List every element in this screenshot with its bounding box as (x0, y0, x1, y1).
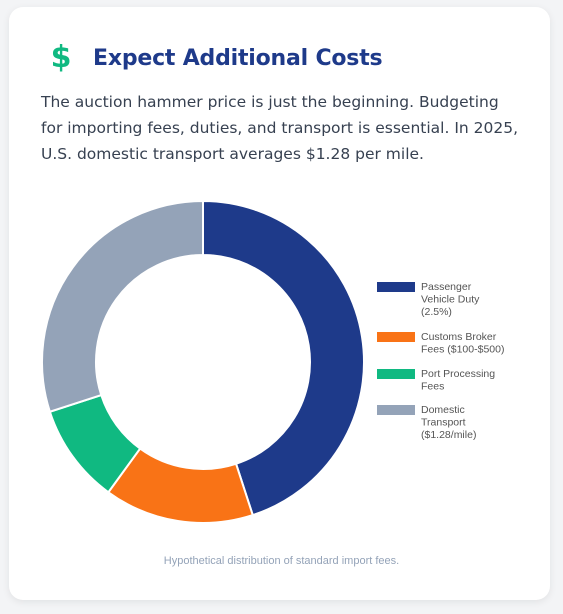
card-header: $ Expect Additional Costs (43, 40, 383, 76)
legend-label-0-0: Passenger (421, 281, 472, 293)
legend-swatch-3 (377, 405, 415, 415)
legend-label-0-2: (2.5%) (421, 306, 452, 318)
legend-label-1-0: Customs Broker (421, 331, 497, 343)
legend-label-1-1: Fees ($100-$500) (421, 344, 504, 356)
dollar-icon: $ (50, 40, 72, 75)
chart-caption: Hypothetical distribution of standard im… (163, 555, 400, 567)
intro-text: The auction hammer price is just the beg… (41, 93, 519, 163)
legend-swatch-2 (377, 369, 415, 379)
legend-label-0-1: Vehicle Duty (421, 294, 480, 306)
legend-label-3-1: Transport (421, 417, 466, 429)
legend-label-3-0: Domestic (421, 404, 465, 416)
doughnut-slice-3[interactable] (41, 199, 204, 414)
legend-swatch-1 (377, 332, 415, 342)
legend-swatch-0 (377, 282, 415, 292)
legend-label-2-0: Port Processing (421, 368, 495, 380)
legend-label-3-2: ($1.28/mile) (421, 429, 476, 441)
card-title: Expect Additional Costs (93, 45, 383, 71)
doughnut-slice-0[interactable] (202, 199, 365, 517)
legend-label-2-1: Fees (421, 381, 444, 393)
